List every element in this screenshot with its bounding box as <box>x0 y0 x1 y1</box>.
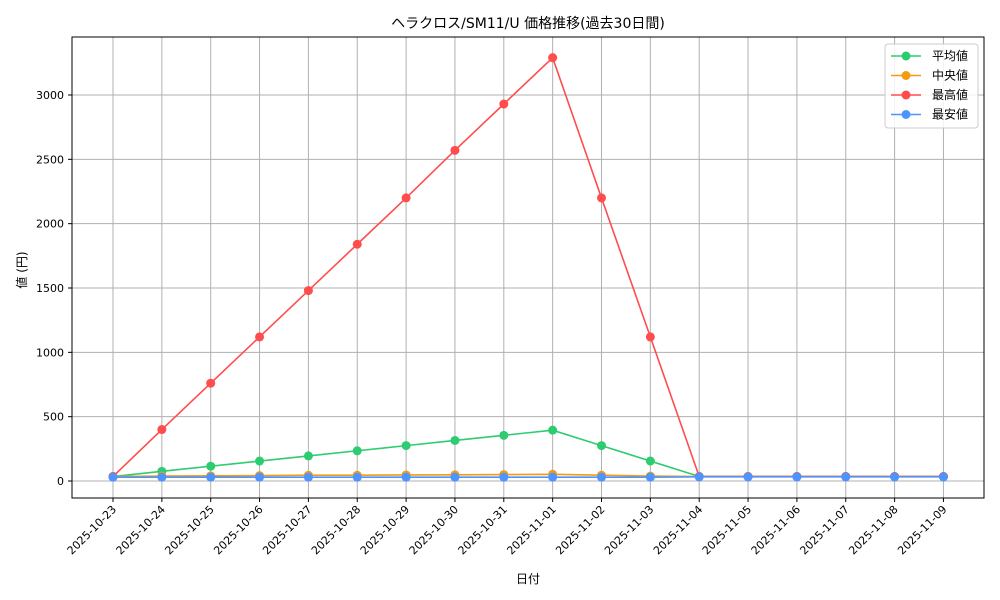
data-point <box>499 472 509 482</box>
y-axis-label: 値 (円) <box>14 251 29 288</box>
legend-label: 最高値 <box>932 87 968 102</box>
x-tick-label: 2025-11-04 <box>651 503 705 557</box>
x-tick-label: 2025-10-25 <box>162 503 216 557</box>
data-point <box>841 472 851 482</box>
data-point <box>108 472 118 482</box>
data-point <box>694 472 704 482</box>
y-tick-label: 1500 <box>36 282 64 295</box>
data-point <box>597 472 606 482</box>
data-point <box>890 472 900 482</box>
y-axis-ticks: 0 500 1000 1500 2000 2500 3000 <box>36 89 72 488</box>
legend-marker <box>901 90 911 100</box>
data-point <box>303 451 313 461</box>
data-point <box>352 472 362 482</box>
data-point <box>743 472 753 482</box>
data-point <box>645 332 655 342</box>
x-tick-label: 2025-10-24 <box>114 503 168 557</box>
legend-marker <box>901 71 911 80</box>
grid-lines <box>72 37 984 498</box>
x-tick-label: 2025-11-07 <box>797 503 851 557</box>
data-point <box>792 472 802 482</box>
x-tick-label: 2025-11-01 <box>504 503 558 557</box>
data-point <box>548 472 558 482</box>
data-point <box>499 430 509 440</box>
y-tick-label: 500 <box>43 411 64 424</box>
data-point <box>597 193 606 203</box>
series-1 <box>108 469 948 481</box>
x-tick-label: 2025-10-29 <box>358 503 412 557</box>
data-point <box>401 193 411 203</box>
series-0 <box>108 425 948 481</box>
x-tick-label: 2025-11-06 <box>749 503 803 557</box>
data-point <box>255 472 265 482</box>
x-axis-label: 日付 <box>516 572 540 586</box>
legend-label: 最安値 <box>932 107 968 122</box>
x-tick-label: 2025-11-09 <box>895 503 949 557</box>
data-point <box>255 332 265 342</box>
x-tick-label: 2025-10-31 <box>456 503 510 557</box>
y-tick-label: 2500 <box>36 153 64 166</box>
x-tick-label: 2025-11-03 <box>602 503 656 557</box>
legend-marker <box>901 110 911 119</box>
data-point <box>597 441 606 451</box>
data-point <box>255 456 265 466</box>
data-point <box>401 472 411 482</box>
data-point <box>645 472 655 482</box>
x-tick-label: 2025-10-28 <box>309 503 363 557</box>
y-tick-label: 2000 <box>36 218 64 231</box>
x-tick-label: 2025-10-30 <box>407 503 461 557</box>
data-point <box>157 472 167 482</box>
x-tick-label: 2025-11-08 <box>846 503 900 557</box>
data-point <box>206 378 216 388</box>
data-point <box>303 472 313 482</box>
x-axis-ticks: 2025-10-232025-10-242025-10-252025-10-26… <box>65 498 950 557</box>
data-point <box>206 472 216 482</box>
data-point <box>450 472 460 482</box>
data-point <box>450 145 460 155</box>
data-point <box>352 446 362 456</box>
legend-marker <box>901 51 911 61</box>
x-tick-label: 2025-10-23 <box>65 503 119 557</box>
data-point <box>206 461 216 471</box>
series-3 <box>108 472 948 482</box>
data-point <box>499 99 509 109</box>
data-point <box>157 425 167 435</box>
y-tick-label: 0 <box>57 475 64 488</box>
data-point <box>352 239 362 249</box>
x-tick-label: 2025-11-05 <box>700 503 754 557</box>
data-point <box>548 425 558 435</box>
series-lines <box>108 53 948 482</box>
data-point <box>938 472 948 482</box>
chart-title: ヘラクロス/SM11/U 価格推移(過去30日間) <box>391 16 665 32</box>
data-point <box>401 441 411 451</box>
legend-label: 平均値 <box>932 48 968 63</box>
legend-label: 中央値 <box>932 68 968 83</box>
x-tick-label: 2025-10-26 <box>211 503 265 557</box>
data-point <box>450 435 460 445</box>
y-tick-label: 3000 <box>36 89 64 102</box>
y-tick-label: 1000 <box>36 346 64 359</box>
data-point <box>645 456 655 466</box>
data-point <box>548 53 558 63</box>
x-tick-label: 2025-11-02 <box>553 503 607 557</box>
data-point <box>303 286 313 296</box>
plot-frame <box>71 36 985 499</box>
x-tick-label: 2025-10-27 <box>260 503 314 557</box>
